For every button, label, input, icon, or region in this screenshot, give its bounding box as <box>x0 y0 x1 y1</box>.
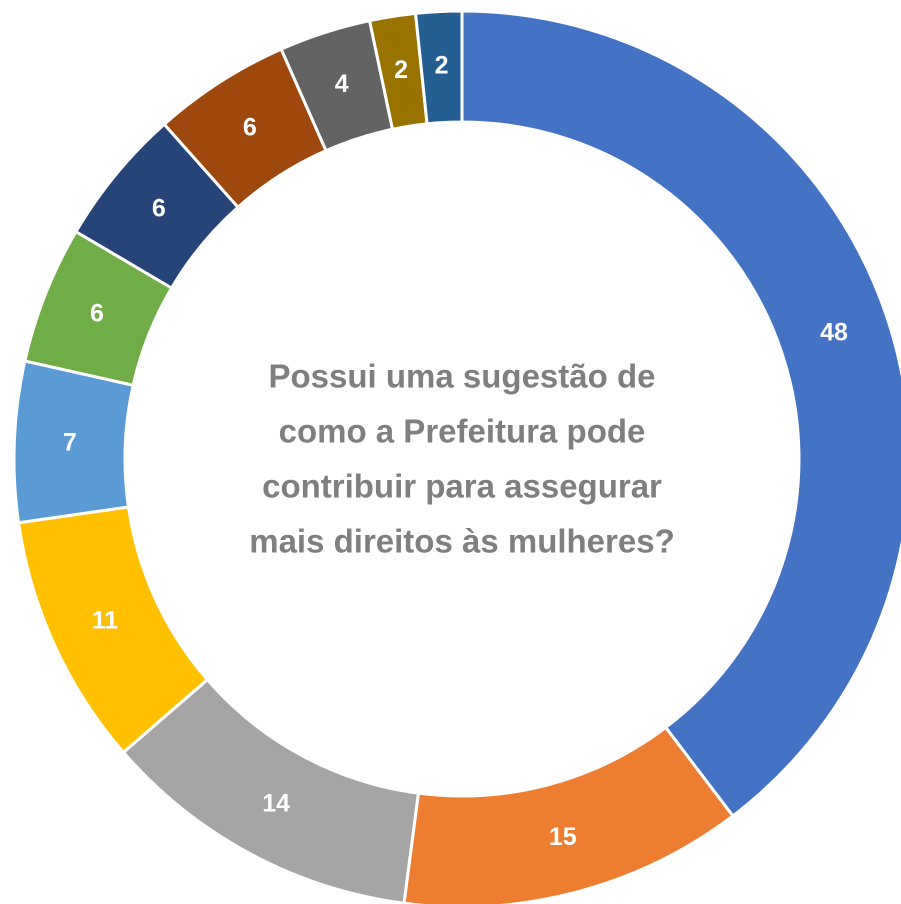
chart-title: mais direitos às mulheres? <box>249 523 675 560</box>
data-label: 2 <box>435 52 449 80</box>
slice <box>402 725 735 904</box>
chart-title: contribuir para assegurar <box>262 468 662 505</box>
data-label: 14 <box>262 789 290 817</box>
data-label: 7 <box>63 428 77 456</box>
data-label: 6 <box>90 299 104 327</box>
data-label: 6 <box>243 113 257 141</box>
slice <box>413 9 464 126</box>
data-label: 6 <box>152 194 166 222</box>
data-label: 15 <box>549 823 577 851</box>
chart-title: Possui uma sugestão de <box>269 358 656 395</box>
data-label: 2 <box>394 56 408 84</box>
data-label: 48 <box>820 318 848 346</box>
data-label: 11 <box>92 607 119 635</box>
chart-title: como a Prefeitura pode <box>279 413 646 450</box>
slice <box>460 9 901 818</box>
data-label: 4 <box>335 70 349 98</box>
